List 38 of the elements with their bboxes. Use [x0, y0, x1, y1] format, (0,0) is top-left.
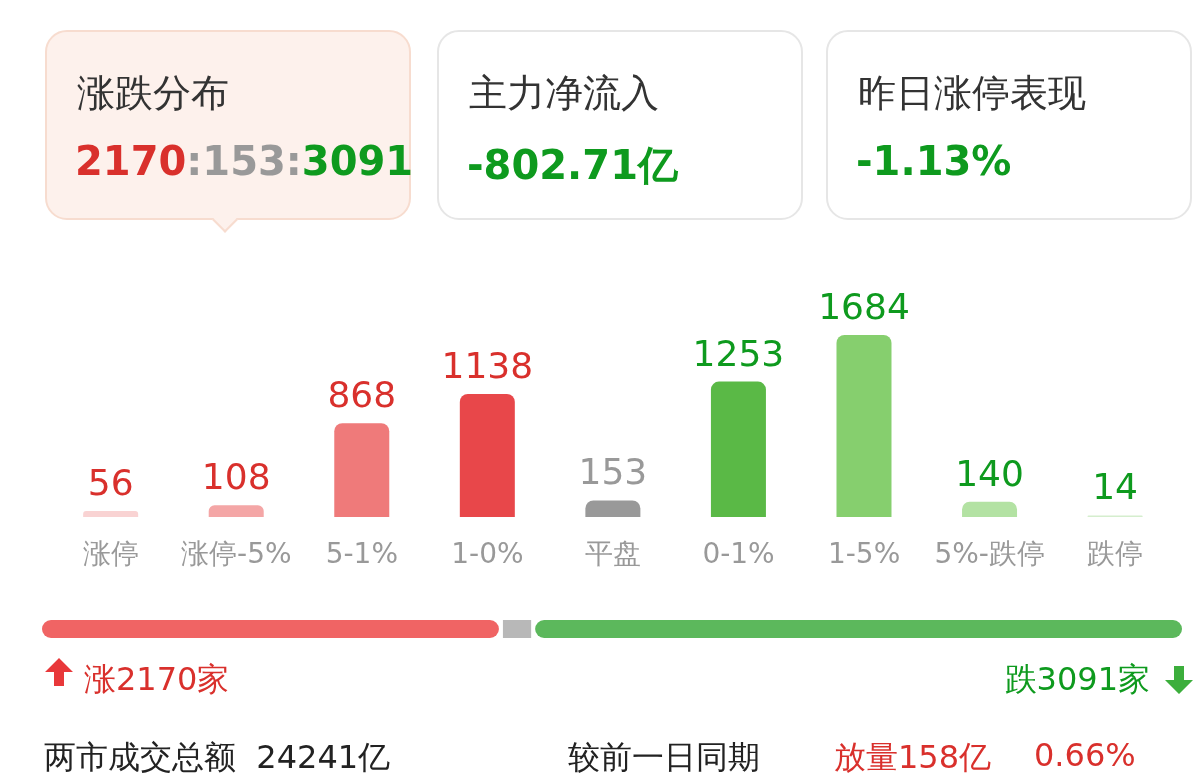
text: -1.13% [856, 138, 1012, 184]
text: 两市成交总额 24241亿 [44, 737, 391, 773]
data-label: 1138 [441, 345, 534, 387]
text: 昨日涨停表现 [858, 70, 1086, 117]
text: 涨跌分布 [77, 70, 229, 117]
x-tick-label: 1-0% [451, 536, 524, 570]
data-label: 56 [87, 461, 134, 503]
x-tick-label: 涨停 [82, 536, 139, 570]
bar [83, 510, 139, 517]
data-label: 153 [578, 451, 648, 493]
data-label: 140 [955, 452, 1024, 494]
data-label: 108 [201, 456, 271, 498]
data-label: 1253 [692, 332, 785, 374]
x-tick-label: 平盘 [585, 536, 641, 570]
x-tick-label: 5-1% [325, 536, 399, 570]
text: 较前一日同期 [568, 737, 760, 773]
data-label: 1684 [818, 286, 910, 327]
x-tick-label: 0-1% [702, 536, 775, 570]
text: 2170:153:3091 [75, 138, 414, 184]
bar [208, 505, 264, 517]
bar [710, 381, 766, 517]
text: 涨2170家 [84, 659, 230, 700]
bar [962, 501, 1018, 517]
x-tick-label: 跌停 [1087, 536, 1144, 570]
text: -802.71亿 [467, 142, 678, 188]
x-tick-label: 1-5% [827, 536, 901, 570]
data-label: 868 [327, 374, 397, 416]
x-tick-label: 涨停-5% [181, 536, 292, 570]
bar [836, 335, 892, 517]
bar [459, 394, 515, 517]
text: 0.66% [1034, 736, 1136, 773]
bar [585, 500, 641, 517]
x-tick-label: 5%-跌停 [934, 536, 1045, 570]
text: 主力净流入 [469, 70, 659, 117]
text: 跌3091家 [1003, 659, 1151, 700]
bar [334, 423, 390, 517]
text: 放量158亿 [834, 737, 992, 773]
data-label: 14 [1092, 466, 1139, 508]
